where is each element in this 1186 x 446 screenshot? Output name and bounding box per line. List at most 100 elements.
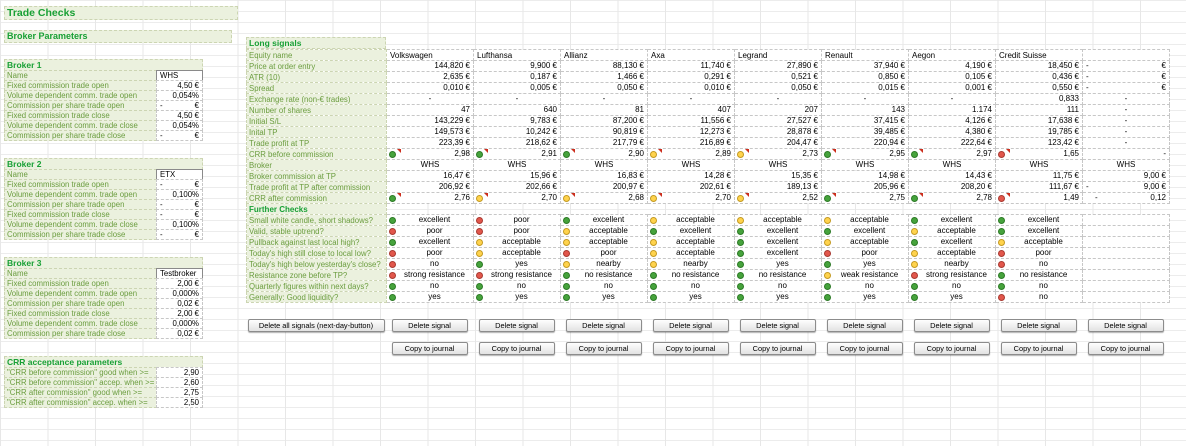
value-cell[interactable]: 143,229 €: [386, 115, 474, 127]
value-cell[interactable]: WHS: [386, 159, 474, 171]
value-cell[interactable]: 143: [821, 104, 909, 116]
value-cell[interactable]: 202,66 €: [473, 181, 561, 193]
equity-column-header[interactable]: Volkswagen: [386, 49, 474, 61]
value-cell[interactable]: 87,200 €: [560, 115, 648, 127]
value-cell[interactable]: 14,43 €: [908, 170, 996, 182]
value-cell[interactable]: 12,273 €: [647, 126, 735, 138]
copy-to-journal-button[interactable]: Copy to journal: [1000, 342, 1077, 355]
value-cell[interactable]: 1,466 €: [560, 71, 648, 83]
value-cell[interactable]: 28,878 €: [734, 126, 822, 138]
signal-cell[interactable]: yes: [821, 291, 909, 303]
value-cell[interactable]: 0,010 €: [386, 82, 474, 94]
value-cell[interactable]: 1.174: [908, 104, 996, 116]
value-cell[interactable]: WHS: [473, 159, 561, 171]
value-cell[interactable]: 123,42 €: [995, 137, 1083, 149]
signal-cell[interactable]: 2,76: [386, 192, 474, 204]
copy-to-journal-button[interactable]: Copy to journal: [652, 342, 729, 355]
value-cell[interactable]: 0,105 €: [908, 71, 996, 83]
value-cell[interactable]: 0,050 €: [560, 82, 648, 94]
value-cell[interactable]: 0,005 €: [473, 82, 561, 94]
signal-cell[interactable]: acceptable: [647, 247, 735, 259]
value-cell[interactable]: WHS: [995, 159, 1083, 171]
signal-cell[interactable]: strong resistance: [386, 269, 474, 281]
value-cell[interactable]: - €: [1082, 71, 1170, 83]
value-cell[interactable]: 189,13 €: [734, 181, 822, 193]
value-cell[interactable]: 81: [560, 104, 648, 116]
signal-cell[interactable]: yes: [821, 258, 909, 270]
signal-cell[interactable]: poor: [473, 214, 561, 226]
signal-cell[interactable]: strong resistance: [908, 269, 996, 281]
copy-to-journal-button[interactable]: Copy to journal: [565, 342, 642, 355]
signal-cell[interactable]: no: [647, 280, 735, 292]
equity-column-header[interactable]: Credit Suisse: [995, 49, 1083, 61]
value-cell[interactable]: 111,67 €: [995, 181, 1083, 193]
signal-cell[interactable]: yes: [734, 258, 822, 270]
signal-cell[interactable]: strong resistance: [473, 269, 561, 281]
value-cell[interactable]: -: [1082, 137, 1170, 149]
value-cell[interactable]: 19,785 €: [995, 126, 1083, 138]
delete-signal-button[interactable]: Delete signal: [478, 319, 555, 332]
value-cell[interactable]: 37,415 €: [821, 115, 909, 127]
copy-to-journal-button[interactable]: Copy to journal: [478, 342, 555, 355]
value-cell[interactable]: 39,485 €: [821, 126, 909, 138]
signal-cell[interactable]: -0,12: [1082, 192, 1170, 204]
signal-cell[interactable]: nearby: [560, 258, 648, 270]
signal-cell[interactable]: acceptable: [647, 236, 735, 248]
value-cell[interactable]: WHS: [647, 159, 735, 171]
value-cell[interactable]: 9,00 €: [1082, 170, 1170, 182]
signal-cell[interactable]: acceptable: [560, 225, 648, 237]
value-cell[interactable]: 47: [386, 104, 474, 116]
signal-cell[interactable]: 1,49: [995, 192, 1083, 204]
value-cell[interactable]: 4,380 €: [908, 126, 996, 138]
value-cell[interactable]: WHS: [734, 159, 822, 171]
delete-signal-button[interactable]: Delete signal: [1087, 319, 1164, 332]
value-cell[interactable]: 88,130 €: [560, 60, 648, 72]
signal-cell[interactable]: poor: [386, 225, 474, 237]
signal-cell[interactable]: 2,73: [734, 148, 822, 160]
value-cell[interactable]: 37,940 €: [821, 60, 909, 72]
signal-cell[interactable]: weak resistance: [821, 269, 909, 281]
value-cell[interactable]: 0,050 €: [734, 82, 822, 94]
signal-cell[interactable]: excellent: [647, 225, 735, 237]
equity-column-header[interactable]: Axa: [647, 49, 735, 61]
signal-cell[interactable]: poor: [560, 247, 648, 259]
signal-cell[interactable]: 2,89: [647, 148, 735, 160]
signal-cell[interactable]: yes: [647, 291, 735, 303]
signal-cell[interactable]: excellent: [995, 214, 1083, 226]
signal-cell[interactable]: no resistance: [647, 269, 735, 281]
signal-cell[interactable]: excellent: [821, 225, 909, 237]
param-value-cell[interactable]: - €: [156, 130, 203, 141]
signal-cell[interactable]: acceptable: [734, 214, 822, 226]
signal-cell[interactable]: yes: [473, 291, 561, 303]
signal-cell[interactable]: 2,95: [821, 148, 909, 160]
value-cell[interactable]: 11,75 €: [995, 170, 1083, 182]
signal-cell[interactable]: [1082, 225, 1170, 237]
value-cell[interactable]: - €: [1082, 82, 1170, 94]
value-cell[interactable]: 16,83 €: [560, 170, 648, 182]
value-cell[interactable]: -: [908, 93, 996, 105]
signal-cell[interactable]: 2,52: [734, 192, 822, 204]
signal-cell[interactable]: excellent: [908, 214, 996, 226]
param-value-cell[interactable]: - €: [156, 229, 203, 240]
value-cell[interactable]: WHS: [908, 159, 996, 171]
value-cell[interactable]: -: [734, 93, 822, 105]
signal-cell[interactable]: poor: [821, 247, 909, 259]
value-cell[interactable]: 18,450 €: [995, 60, 1083, 72]
value-cell[interactable]: 0,436 €: [995, 71, 1083, 83]
signal-cell[interactable]: 2,98: [386, 148, 474, 160]
value-cell[interactable]: 218,62 €: [473, 137, 561, 149]
signal-cell[interactable]: no resistance: [560, 269, 648, 281]
param-value-cell[interactable]: 2,50: [156, 397, 203, 408]
signal-cell[interactable]: no: [995, 291, 1083, 303]
value-cell[interactable]: 15,96 €: [473, 170, 561, 182]
delete-signal-button[interactable]: Delete signal: [826, 319, 903, 332]
value-cell[interactable]: 9,783 €: [473, 115, 561, 127]
value-cell[interactable]: WHS: [560, 159, 648, 171]
value-cell[interactable]: 206,92 €: [386, 181, 474, 193]
signal-cell[interactable]: no resistance: [734, 269, 822, 281]
signal-cell[interactable]: -: [1082, 148, 1170, 160]
signal-cell[interactable]: poor: [386, 247, 474, 259]
signal-cell[interactable]: no: [734, 280, 822, 292]
value-cell[interactable]: 11,556 €: [647, 115, 735, 127]
value-cell[interactable]: 204,47 €: [734, 137, 822, 149]
